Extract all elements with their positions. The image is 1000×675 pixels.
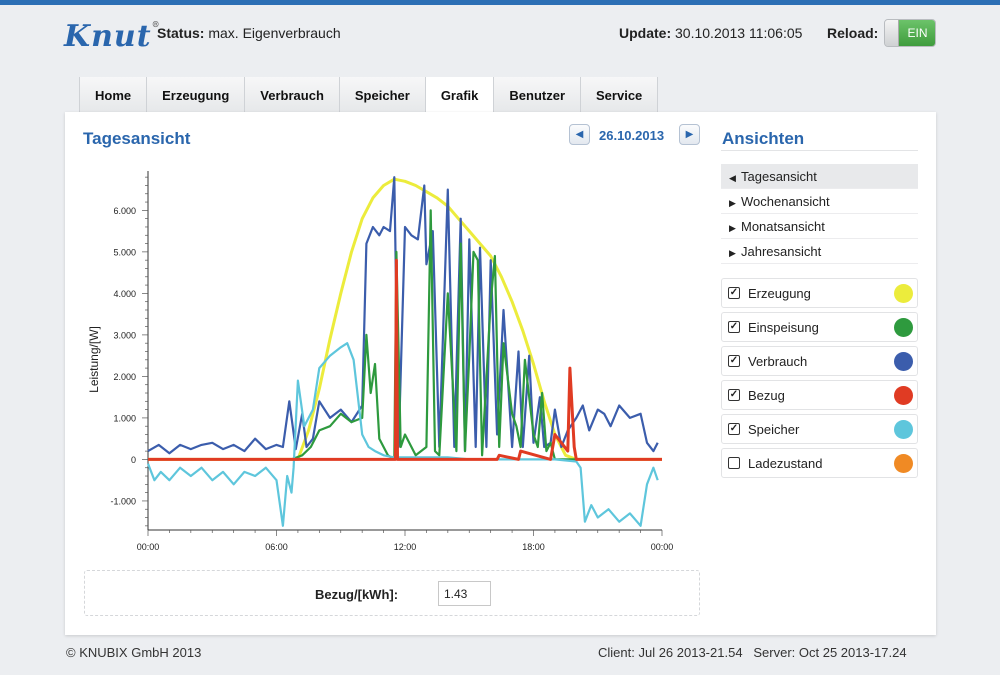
checkbox-checked-icon[interactable]: ✓: [728, 423, 740, 435]
chart-series: [146, 176, 662, 527]
update-label: Update:: [619, 25, 672, 41]
checkbox-checked-icon[interactable]: ✓: [728, 321, 740, 333]
y-tick-label: -1.000: [110, 496, 136, 506]
color-dot-icon: [894, 284, 913, 303]
reload-label: Reload:: [827, 25, 879, 41]
tab-speicher[interactable]: Speicher: [338, 77, 425, 112]
checkbox-checked-icon[interactable]: ✓: [728, 355, 740, 367]
sidebar-divider: [721, 150, 918, 151]
x-tick-label: 12:00: [394, 542, 417, 552]
checkbox-checked-icon[interactable]: ✓: [728, 287, 740, 299]
triangle-right-icon: ▶: [729, 223, 736, 233]
y-tick-label: 0: [131, 455, 136, 465]
view-list: ◀ Tagesansicht ▶ Wochenansicht ▶ Monatsansi…: [721, 164, 918, 264]
summary-box: Bezug/[kWh]:: [84, 570, 700, 616]
update-value: 30.10.2013 11:06:05: [675, 25, 803, 41]
tab-erzeugung[interactable]: Erzeugung: [146, 77, 245, 112]
layer-verbrauch[interactable]: ✓ Verbrauch: [721, 346, 918, 376]
tab-benutzer[interactable]: Benutzer: [493, 77, 581, 112]
server-version: Server: Oct 25 2013-17.24: [753, 645, 907, 660]
view-jahresansicht[interactable]: ▶ Jahresansicht: [721, 239, 918, 264]
prev-date-button[interactable]: ◀: [569, 124, 590, 145]
sidebar-title: Ansichten: [722, 129, 805, 148]
color-dot-icon: [894, 454, 913, 473]
bezug-label: Bezug/[kWh]:: [315, 587, 399, 602]
layer-ladezustand[interactable]: Ladezustand: [721, 448, 918, 478]
reload-toggle[interactable]: EIN: [884, 19, 936, 47]
y-axis-label: Leistung/[W]: [87, 326, 101, 393]
triangle-right-icon: ▶: [729, 248, 736, 258]
checkbox-unchecked-icon[interactable]: [728, 457, 740, 469]
series-line-erzeugung: [148, 177, 662, 461]
layer-einspeisung[interactable]: ✓ Einspeisung: [721, 312, 918, 342]
y-tick-label: 6.000: [113, 206, 136, 216]
triangle-left-icon: ◀: [729, 173, 736, 183]
footer-copyright: © KNUBIX GmbH 2013: [66, 645, 202, 660]
knut-logo[interactable]: Knut®: [64, 19, 161, 54]
toggle-knob[interactable]: [885, 20, 899, 46]
chart-axes: 6.000 5.000 4.000 3.000 2.000 1.000 0 -1.000 00:…: [110, 171, 673, 552]
toggle-on-label: EIN: [899, 20, 935, 46]
tab-service[interactable]: Service: [580, 77, 659, 112]
chevron-left-icon: ◀: [575, 129, 584, 140]
y-tick-label: 3.000: [113, 330, 136, 340]
tab-home[interactable]: Home: [79, 77, 147, 112]
series-line-einspeisung: [148, 209, 662, 461]
x-tick-label: 06:00: [265, 542, 288, 552]
series-line-bezug: [148, 258, 662, 461]
status-text: Status: max. Eigenverbrauch: [157, 25, 341, 41]
header: Knut® Status: max. Eigenverbrauch Update…: [0, 5, 1000, 75]
tab-verbrauch[interactable]: Verbrauch: [244, 77, 339, 112]
triangle-right-icon: ▶: [729, 198, 736, 208]
current-date: 26.10.2013: [599, 128, 665, 143]
bezug-value-field[interactable]: [438, 581, 491, 606]
chevron-right-icon: ▶: [685, 129, 694, 140]
top-accent-bar: [0, 0, 1000, 5]
chart-svg: 6.000 5.000 4.000 3.000 2.000 1.000 0 -1.000 00:…: [87, 171, 673, 552]
y-tick-label: 2.000: [113, 372, 136, 382]
y-tick-label: 1.000: [113, 413, 136, 423]
client-version: Client: Jul 26 2013-21.54: [598, 645, 743, 660]
content-panel: Tagesansicht ◀ 26.10.2013 ▶ 6.000 5.000 4.…: [65, 112, 936, 635]
series-line-verbrauch: [147, 176, 659, 455]
status-label: Status:: [157, 25, 205, 41]
x-tick-label: 00:00: [137, 542, 160, 552]
y-tick-label: 5.000: [113, 247, 136, 257]
page-title: Tagesansicht: [83, 129, 191, 148]
x-tick-label: 00:00: [651, 542, 674, 552]
layer-bezug[interactable]: ✓ Bezug: [721, 380, 918, 410]
update-text: Update: 30.10.2013 11:06:05: [619, 25, 802, 41]
view-tagesansicht[interactable]: ◀ Tagesansicht: [721, 164, 918, 189]
main-tabs: Home Erzeugung Verbrauch Speicher Grafik…: [79, 77, 659, 112]
status-value: max. Eigenverbrauch: [208, 25, 341, 41]
footer-versions: Client: Jul 26 2013-21.54 Server: Oct 25…: [598, 645, 907, 660]
tab-grafik[interactable]: Grafik: [424, 77, 494, 112]
layer-list: ✓ Erzeugung ✓ Einspeisung ✓ Verbrauch ✓ Bezu…: [721, 278, 918, 482]
checkbox-checked-icon[interactable]: ✓: [728, 389, 740, 401]
y-tick-label: 4.000: [113, 289, 136, 299]
layer-erzeugung[interactable]: ✓ Erzeugung: [721, 278, 918, 308]
next-date-button[interactable]: ▶: [679, 124, 700, 145]
color-dot-icon: [894, 420, 913, 439]
color-dot-icon: [894, 352, 913, 371]
power-chart: 6.000 5.000 4.000 3.000 2.000 1.000 0 -1.000 00:…: [65, 152, 705, 575]
x-tick-label: 18:00: [522, 542, 545, 552]
color-dot-icon: [894, 386, 913, 405]
layer-speicher[interactable]: ✓ Speicher: [721, 414, 918, 444]
series-line-speicher: [146, 342, 659, 527]
color-dot-icon: [894, 318, 913, 337]
view-monatsansicht[interactable]: ▶ Monatsansicht: [721, 214, 918, 239]
view-wochenansicht[interactable]: ▶ Wochenansicht: [721, 189, 918, 214]
